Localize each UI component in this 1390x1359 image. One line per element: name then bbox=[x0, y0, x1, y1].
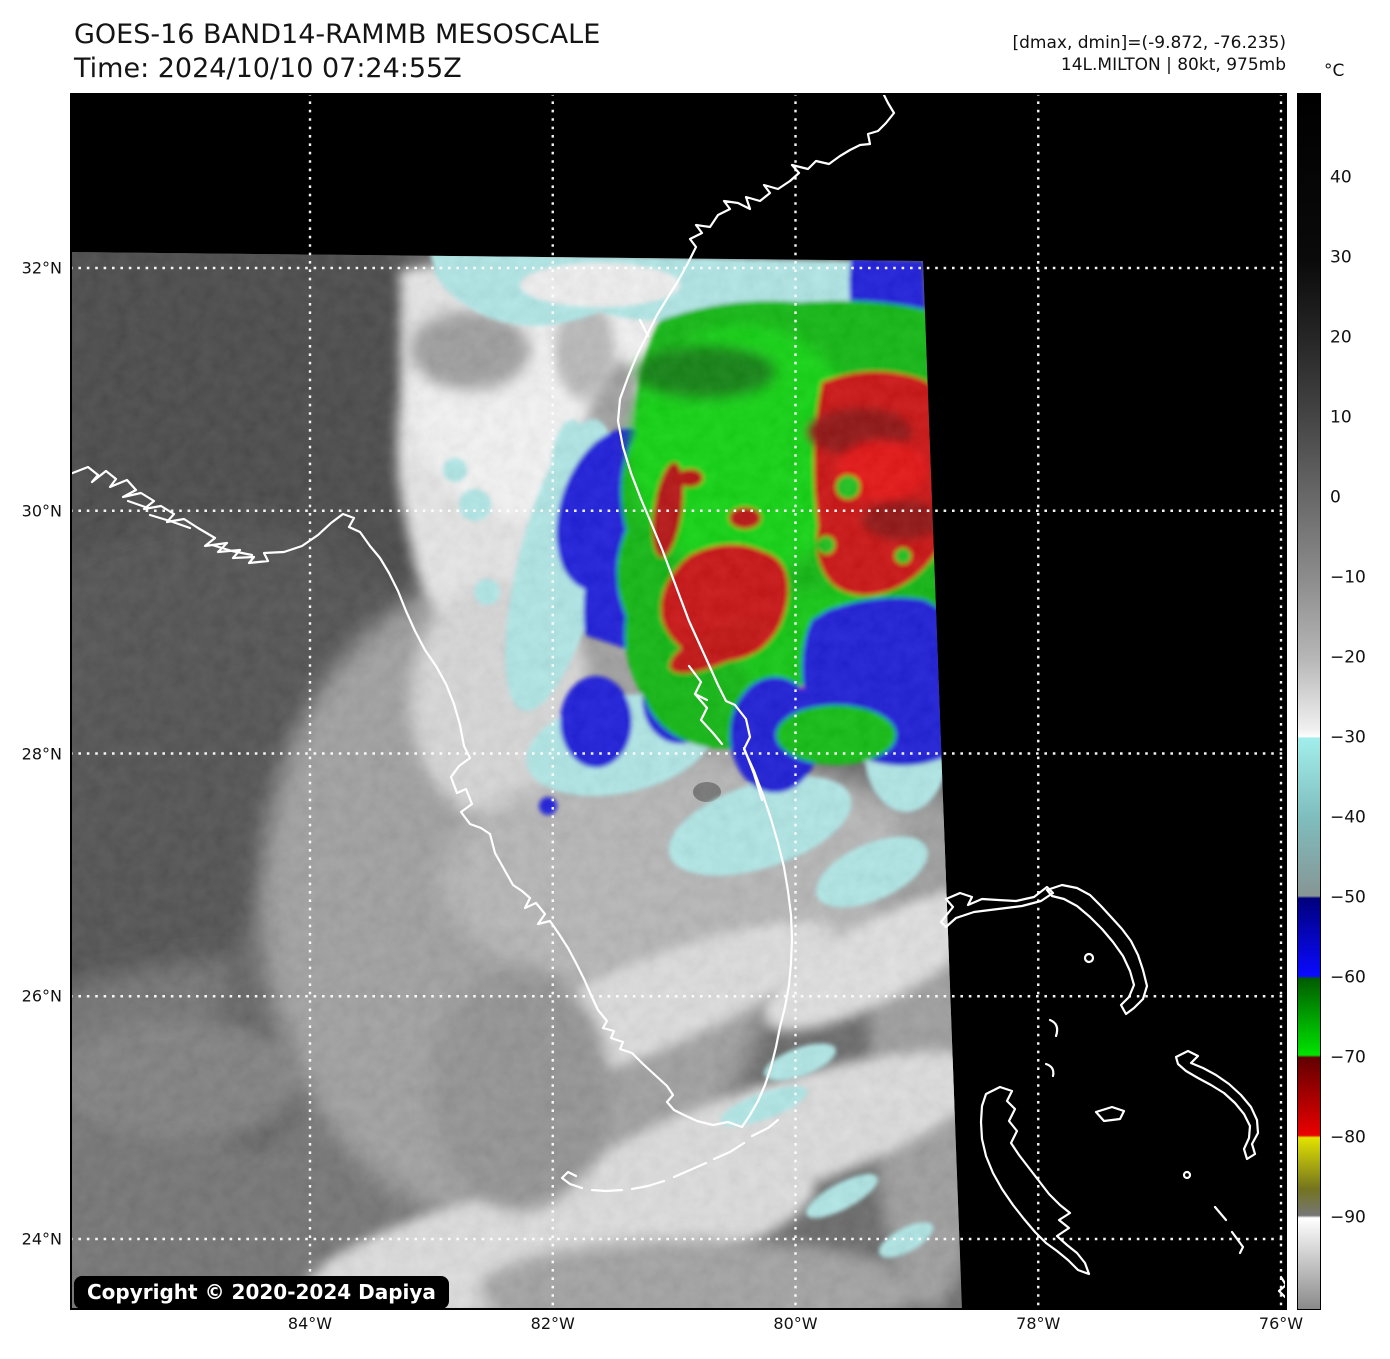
latitude-tick-label: 26°N bbox=[21, 986, 62, 1006]
colorbar-unit-label: °C bbox=[1324, 61, 1345, 81]
colorbar-tick-label: 30 bbox=[1330, 247, 1352, 268]
satellite-map bbox=[70, 93, 1287, 1310]
map-frame bbox=[70, 93, 1287, 1310]
timestamp: Time: 2024/10/10 07:24:55Z bbox=[74, 53, 462, 84]
copyright-badge: Copyright © 2020-2024 Dapiya bbox=[74, 1276, 449, 1309]
graticule-grid bbox=[70, 93, 1287, 1310]
colorbar-tick-label: −70 bbox=[1330, 1047, 1366, 1068]
latitude-tick-label: 24°N bbox=[21, 1229, 62, 1249]
latitude-tick-label: 28°N bbox=[21, 744, 62, 763]
colorbar-tick-label: −90 bbox=[1330, 1207, 1366, 1228]
latitude-tick-label: 32°N bbox=[21, 258, 62, 278]
longitude-tick-label: 82°W bbox=[530, 1314, 575, 1333]
longitude-tick-label: 84°W bbox=[287, 1314, 333, 1333]
colorbar-tick-label: 0 bbox=[1330, 487, 1341, 508]
colorbar-tick-label: 40 bbox=[1330, 167, 1352, 188]
longitude-tick-label: 78°W bbox=[1016, 1314, 1061, 1333]
colorbar-tick-label: 10 bbox=[1330, 407, 1352, 428]
noise-texture bbox=[70, 252, 962, 1310]
latitude-tick-label: 30°N bbox=[21, 501, 62, 521]
data-swath bbox=[70, 252, 962, 1310]
colorbar-tick-label: −20 bbox=[1330, 647, 1366, 668]
dmax-dmin-readout: [dmax, dmin]=(-9.872, -76.235) bbox=[1012, 33, 1287, 53]
colorbar-tick-label: −80 bbox=[1330, 1127, 1366, 1148]
colorbar-tick-label: −50 bbox=[1330, 887, 1366, 908]
colorbar-tick-label: −30 bbox=[1330, 727, 1366, 748]
storm-status-readout: 14L.MILTON | 80kt, 975mb bbox=[1060, 55, 1286, 75]
colorbar-tick-label: −60 bbox=[1330, 967, 1366, 988]
longitude-tick-label: 76°W bbox=[1258, 1314, 1304, 1333]
header: GOES-16 BAND14-RAMMB MESOSCALE Time: 202… bbox=[74, 18, 600, 86]
colorbar-tick-label: −40 bbox=[1330, 807, 1366, 828]
annotation-block: [dmax, dmin]=(-9.872, -76.235) 14L.MILTO… bbox=[1013, 32, 1287, 76]
coastlines bbox=[70, 93, 1287, 1299]
florida-keys bbox=[560, 1118, 780, 1193]
colorbar-bar bbox=[1297, 93, 1321, 1310]
colorbar-tick-label: −10 bbox=[1330, 567, 1366, 588]
longitude-tick-label: 80°W bbox=[773, 1314, 818, 1333]
florida-coastline bbox=[70, 93, 896, 1129]
satellite-image bbox=[70, 93, 1287, 1310]
page-title: GOES-16 BAND14-RAMMB MESOSCALE bbox=[74, 19, 601, 50]
bahamas-coastlines bbox=[939, 883, 1287, 1299]
colorbar-tick-label: 20 bbox=[1330, 327, 1352, 348]
